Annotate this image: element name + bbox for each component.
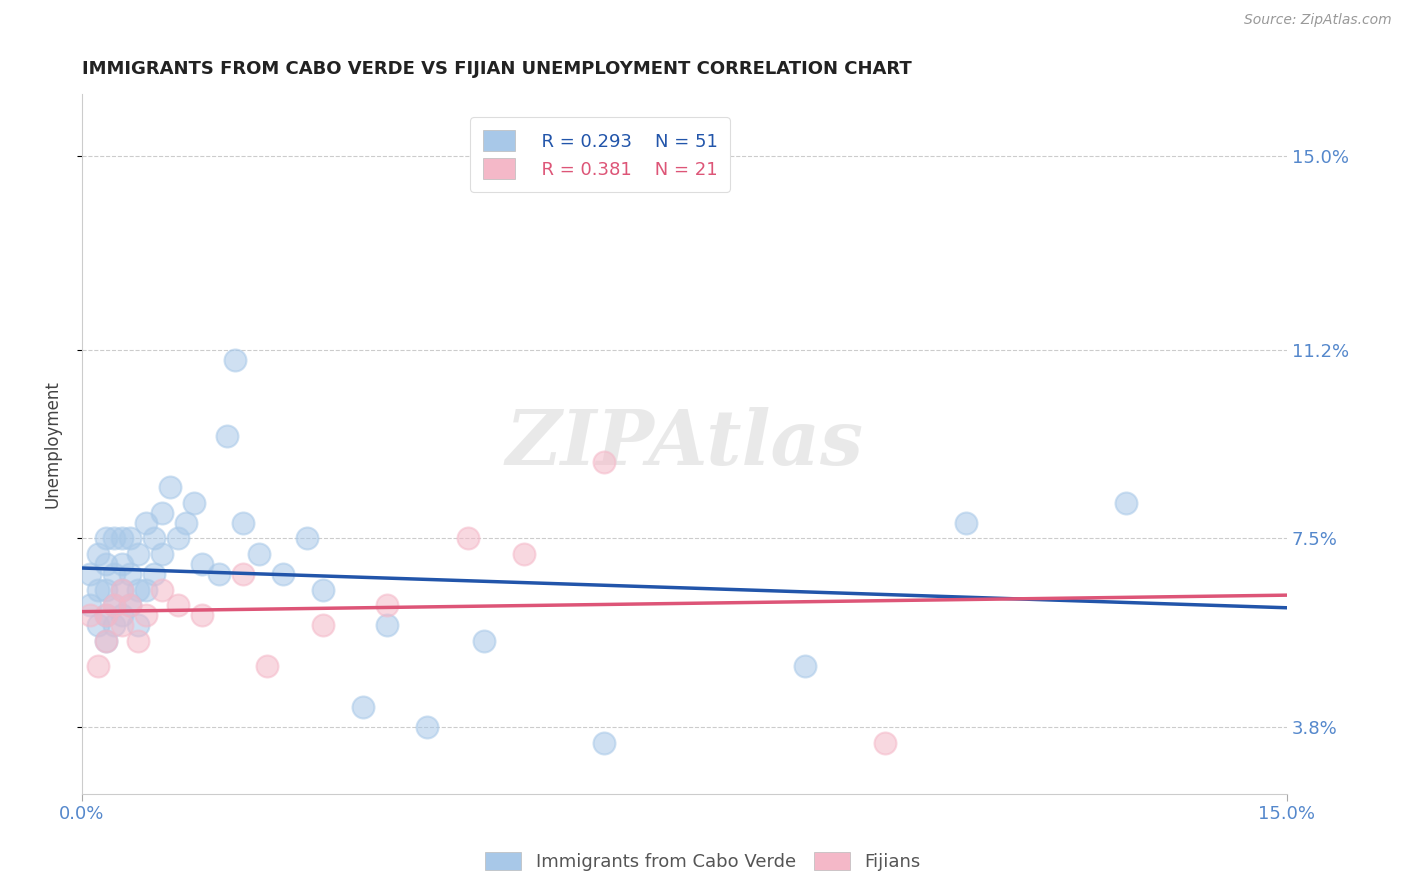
Point — [103, 567, 125, 582]
Point — [120, 598, 142, 612]
Point — [593, 455, 616, 469]
Point — [247, 547, 270, 561]
Point — [352, 699, 374, 714]
Point — [955, 516, 977, 531]
Point — [159, 480, 181, 494]
Point — [1115, 496, 1137, 510]
Point — [111, 582, 134, 597]
Point — [513, 547, 536, 561]
Point — [176, 516, 198, 531]
Point — [150, 582, 173, 597]
Point — [111, 618, 134, 632]
Point — [135, 582, 157, 597]
Point — [191, 557, 214, 571]
Point — [127, 547, 149, 561]
Point — [312, 582, 335, 597]
Point — [143, 532, 166, 546]
Point — [135, 608, 157, 623]
Point — [150, 547, 173, 561]
Point — [167, 532, 190, 546]
Point — [215, 429, 238, 443]
Point — [150, 506, 173, 520]
Point — [224, 352, 246, 367]
Point — [232, 567, 254, 582]
Point — [593, 736, 616, 750]
Point — [103, 598, 125, 612]
Point — [271, 567, 294, 582]
Point — [472, 633, 495, 648]
Point — [103, 598, 125, 612]
Point — [103, 532, 125, 546]
Point — [94, 582, 117, 597]
Point — [127, 618, 149, 632]
Legend: Immigrants from Cabo Verde, Fijians: Immigrants from Cabo Verde, Fijians — [478, 845, 928, 879]
Point — [79, 608, 101, 623]
Point — [111, 557, 134, 571]
Point — [111, 582, 134, 597]
Point — [457, 532, 479, 546]
Text: IMMIGRANTS FROM CABO VERDE VS FIJIAN UNEMPLOYMENT CORRELATION CHART: IMMIGRANTS FROM CABO VERDE VS FIJIAN UNE… — [82, 60, 911, 78]
Point — [312, 618, 335, 632]
Y-axis label: Unemployment: Unemployment — [44, 380, 60, 508]
Point — [127, 633, 149, 648]
Point — [207, 567, 229, 582]
Point — [111, 532, 134, 546]
Point — [120, 567, 142, 582]
Point — [127, 582, 149, 597]
Text: ZIPAtlas: ZIPAtlas — [505, 407, 863, 481]
Point — [191, 608, 214, 623]
Point — [87, 582, 110, 597]
Point — [256, 659, 278, 673]
Point — [103, 618, 125, 632]
Point — [79, 567, 101, 582]
Point — [143, 567, 166, 582]
Point — [94, 633, 117, 648]
Point — [120, 598, 142, 612]
Point — [167, 598, 190, 612]
Point — [375, 618, 398, 632]
Point — [183, 496, 205, 510]
Point — [94, 608, 117, 623]
Point — [295, 532, 318, 546]
Point — [87, 547, 110, 561]
Point — [94, 608, 117, 623]
Point — [79, 598, 101, 612]
Point — [111, 608, 134, 623]
Point — [375, 598, 398, 612]
Point — [793, 659, 815, 673]
Point — [87, 659, 110, 673]
Point — [87, 618, 110, 632]
Legend:   R = 0.293    N = 51,   R = 0.381    N = 21: R = 0.293 N = 51, R = 0.381 N = 21 — [470, 118, 730, 192]
Point — [94, 532, 117, 546]
Point — [135, 516, 157, 531]
Point — [875, 736, 897, 750]
Point — [232, 516, 254, 531]
Point — [94, 557, 117, 571]
Text: Source: ZipAtlas.com: Source: ZipAtlas.com — [1244, 13, 1392, 28]
Point — [120, 532, 142, 546]
Point — [416, 720, 439, 734]
Point — [94, 633, 117, 648]
